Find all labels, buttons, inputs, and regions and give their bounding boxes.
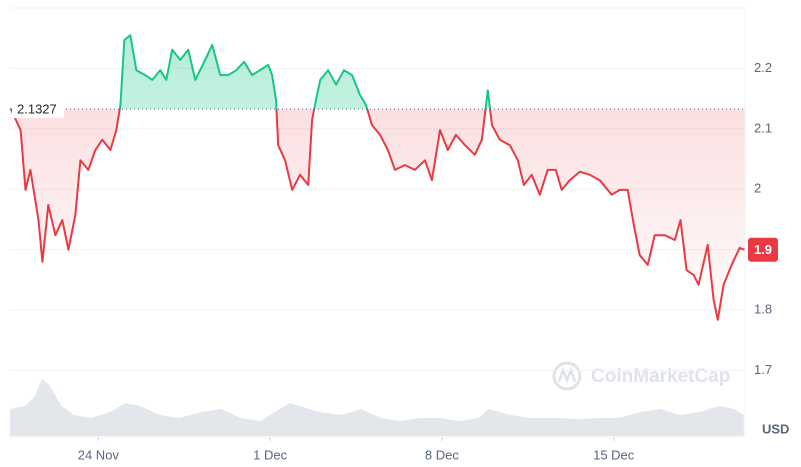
y-tick-label: 2 [754,181,761,196]
price-area [10,35,745,320]
y-tick-label: 2.1 [754,120,772,135]
currency-label: USD [762,421,789,436]
watermark-text: CoinMarketCap [591,366,730,387]
x-tick-label: 1 Dec [253,447,287,462]
y-tick-label: 1.7 [754,362,772,377]
watermark-logo-mark [557,366,577,384]
baseline-label: 2.1327 [17,102,57,117]
watermark: CoinMarketCap [552,361,730,391]
x-tick-label: 8 Dec [425,447,459,462]
y-tick-label: 1.8 [754,302,772,317]
current-price-tag [748,237,778,262]
current-price-label: 1.9 [754,242,772,257]
watermark-logo [552,361,582,391]
price-line [9,34,745,321]
x-tick-label: 15 Dec [593,447,635,462]
baseline-label-bg [12,100,64,119]
volume-area [10,379,744,436]
x-tick-label: 24 Nov [78,447,120,462]
y-tick-label: 2.2 [754,60,772,75]
